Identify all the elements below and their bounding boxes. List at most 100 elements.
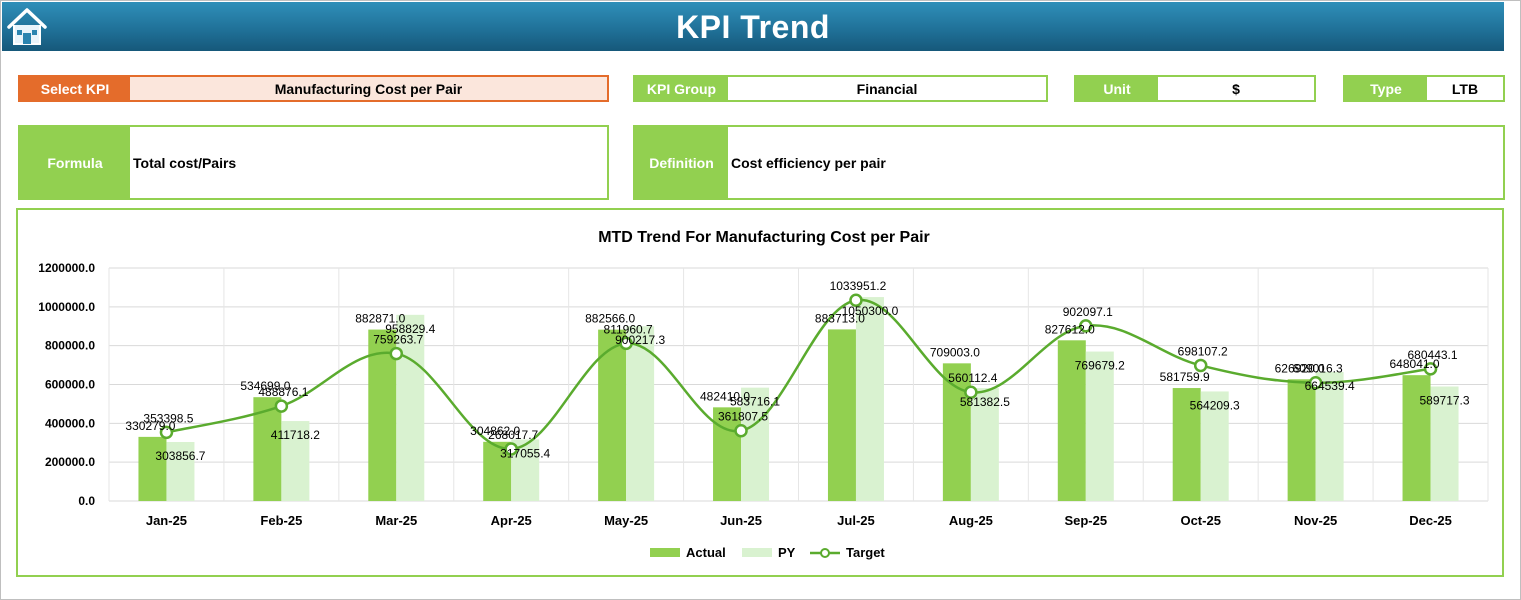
formula-field: Formula Total cost/Pairs [18, 125, 609, 200]
bar-actual [1172, 388, 1201, 501]
bar-actual [827, 329, 856, 501]
x-tick-label: Jan-25 [146, 513, 187, 528]
data-label-target: 759263.7 [373, 333, 423, 347]
data-label-py: 1050300.0 [842, 304, 899, 318]
bar-actual [1057, 340, 1086, 501]
bar-py [396, 314, 425, 501]
target-point [1308, 375, 1323, 390]
bar-py [1200, 391, 1229, 501]
legend-swatch-actual [650, 548, 680, 557]
data-label-py: 581382.5 [960, 395, 1010, 409]
data-label-target: 560112.4 [948, 371, 997, 385]
target-point [159, 425, 174, 440]
data-label-target: 902097.1 [1063, 305, 1113, 319]
definition-label: Definition [635, 127, 728, 198]
unit-value: $ [1232, 80, 1240, 97]
x-tick-label: Mar-25 [375, 513, 417, 528]
x-tick-label: Jul-25 [837, 513, 875, 528]
type-value: LTB [1451, 80, 1479, 97]
target-point [274, 399, 289, 413]
legend-swatch-py [742, 548, 772, 557]
data-label-py: 411718.2 [271, 428, 320, 442]
legend-label-py: PY [778, 545, 796, 560]
target-point [1079, 319, 1093, 333]
x-tick-label: Sep-25 [1064, 513, 1107, 528]
data-label-target: 361807.5 [718, 410, 768, 424]
bar-py [855, 297, 884, 501]
y-tick-label: 800000.0 [45, 339, 95, 353]
unit-label: Unit [1076, 77, 1158, 100]
data-label-py: 564209.3 [1190, 398, 1240, 412]
home-icon[interactable] [6, 6, 48, 48]
y-tick-label: 0.0 [78, 494, 95, 508]
bar-actual [1402, 375, 1431, 501]
x-tick-label: Oct-25 [1180, 513, 1220, 528]
data-label-actual: 304862.0 [470, 424, 520, 438]
data-label-actual: 883713.0 [815, 311, 865, 325]
target-point [964, 385, 978, 399]
chart-title: MTD Trend For Manufacturing Cost per Pai… [598, 229, 930, 246]
definition-value: Cost efficiency per pair [731, 154, 886, 171]
legend-label-target: Target [846, 545, 885, 560]
bar-actual [138, 436, 167, 501]
bar-actual [713, 407, 742, 501]
x-tick-label: Nov-25 [1294, 513, 1337, 528]
legend-marker-target [820, 548, 830, 558]
y-tick-label: 1200000.0 [38, 261, 95, 275]
data-label-actual: 709003.0 [930, 345, 980, 359]
kpi-selector-value[interactable]: Manufacturing Cost per Pair [130, 77, 607, 100]
bar-actual [598, 329, 627, 501]
data-label-py: 769679.2 [1075, 359, 1125, 373]
y-tick-label: 200000.0 [45, 455, 95, 469]
data-label-py: 303856.7 [155, 449, 205, 463]
kpi-group-field: KPI Group Financial [633, 75, 1048, 102]
header-bar: KPI Trend [2, 2, 1504, 51]
bar-py [1430, 386, 1459, 501]
x-tick-label: Apr-25 [491, 513, 532, 528]
y-tick-label: 400000.0 [45, 416, 95, 430]
bar-py [626, 326, 655, 501]
data-label-py: 317055.4 [500, 446, 550, 460]
data-label-target: 680443.1 [1408, 348, 1458, 362]
data-label-actual: 534699.0 [240, 379, 290, 393]
bar-py [1315, 371, 1344, 501]
x-tick-label: Aug-25 [949, 513, 993, 528]
data-label-actual: 581759.9 [1160, 370, 1210, 384]
formula-label: Formula [20, 127, 130, 198]
data-label-target: 268017.7 [488, 428, 538, 442]
bar-py [166, 442, 195, 501]
y-tick-label: 1000000.0 [38, 300, 95, 314]
data-label-target: 609016.3 [1293, 362, 1343, 376]
data-label-actual: 626920.0 [1275, 361, 1325, 375]
page-title: KPI Trend [676, 9, 830, 45]
target-point [1193, 358, 1208, 373]
target-point [1423, 362, 1438, 376]
data-label-target: 811960.7 [604, 322, 653, 336]
legend-label-actual: Actual [686, 545, 726, 560]
bar-actual [1287, 379, 1316, 501]
data-label-py: 900217.3 [615, 333, 665, 347]
bar-py [741, 387, 770, 501]
data-label-actual: 482410.0 [700, 389, 750, 403]
definition-field: Definition Cost efficiency per pair [633, 125, 1505, 200]
target-point [849, 293, 863, 307]
x-tick-label: Jun-25 [720, 513, 762, 528]
chart-panel: MTD Trend For Manufacturing Cost per Pai… [16, 208, 1504, 577]
target-point [734, 423, 748, 438]
data-label-py: 583716.1 [730, 395, 780, 409]
data-label-target: 698107.2 [1178, 344, 1228, 358]
bar-actual [253, 397, 282, 501]
x-tick-label: Dec-25 [1409, 513, 1452, 528]
data-label-actual: 882566.0 [585, 312, 635, 326]
data-label-py: 958829.4 [385, 322, 435, 336]
data-label-actual: 882871.0 [355, 312, 405, 326]
formula-value: Total cost/Pairs [133, 154, 237, 171]
unit-field: Unit $ [1074, 75, 1316, 102]
bar-py [1085, 351, 1114, 501]
data-label-actual: 827612.0 [1045, 322, 1095, 336]
data-label-py: 589717.3 [1420, 393, 1470, 407]
kpi-selector[interactable]: Select KPI Manufacturing Cost per Pair [18, 75, 609, 102]
x-tick-label: May-25 [604, 513, 648, 528]
kpi-group-label: KPI Group [635, 77, 728, 100]
data-label-actual: 330279.0 [125, 419, 175, 433]
